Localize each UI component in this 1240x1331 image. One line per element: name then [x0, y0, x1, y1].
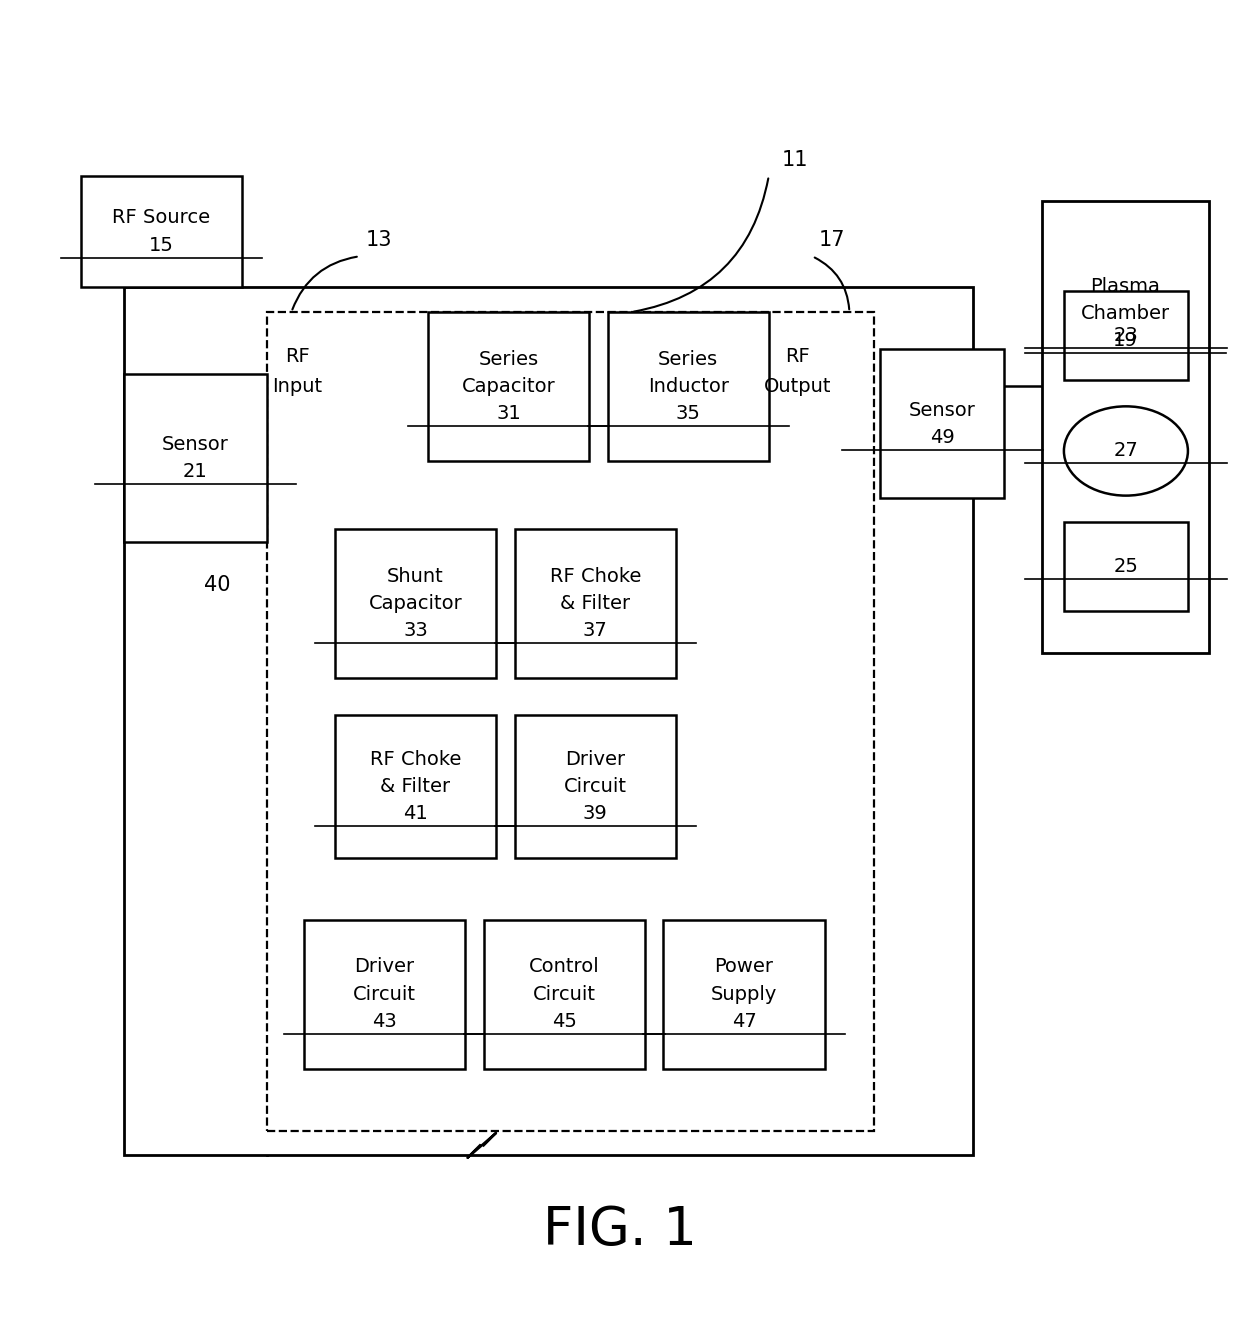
Text: 45: 45: [552, 1012, 577, 1032]
Bar: [304, 920, 465, 1069]
Text: 33: 33: [403, 622, 428, 640]
Text: 23: 23: [1114, 326, 1138, 345]
Text: FIG. 1: FIG. 1: [543, 1203, 697, 1255]
Text: 41: 41: [403, 804, 428, 823]
Text: RF Source: RF Source: [112, 209, 211, 228]
Text: Chamber: Chamber: [1081, 305, 1169, 323]
Bar: [335, 715, 496, 857]
Text: & Filter: & Filter: [560, 594, 630, 614]
Text: 31: 31: [496, 405, 521, 423]
Text: RF Choke: RF Choke: [370, 749, 461, 768]
Bar: [515, 530, 676, 677]
Bar: [124, 374, 267, 542]
Bar: [608, 311, 769, 461]
Text: Supply: Supply: [711, 985, 777, 1004]
Text: Circuit: Circuit: [564, 777, 626, 796]
Text: 21: 21: [184, 462, 207, 480]
Ellipse shape: [1064, 406, 1188, 495]
Text: Output: Output: [764, 377, 831, 397]
Text: 11: 11: [781, 149, 807, 169]
Text: 27: 27: [1114, 442, 1138, 461]
Text: 39: 39: [583, 804, 608, 823]
Text: 47: 47: [732, 1012, 756, 1032]
Text: Driver: Driver: [355, 957, 414, 977]
Bar: [1064, 522, 1188, 611]
Text: 43: 43: [372, 1012, 397, 1032]
Text: Plasma: Plasma: [1090, 277, 1161, 295]
Bar: [267, 311, 874, 1130]
Text: Shunt: Shunt: [387, 567, 444, 586]
Text: 17: 17: [818, 230, 844, 250]
Text: Inductor: Inductor: [647, 377, 729, 397]
Bar: [484, 920, 645, 1069]
Bar: [81, 176, 242, 287]
Bar: [1042, 201, 1209, 654]
Text: Series: Series: [479, 350, 538, 369]
Text: Control: Control: [528, 957, 600, 977]
Bar: [1064, 291, 1188, 381]
Text: Sensor: Sensor: [162, 435, 228, 454]
Text: RF: RF: [785, 347, 810, 366]
Text: 49: 49: [930, 427, 955, 447]
Text: Capacitor: Capacitor: [461, 377, 556, 397]
Text: 19: 19: [1114, 331, 1137, 350]
Text: Series: Series: [658, 350, 718, 369]
Text: Circuit: Circuit: [533, 985, 595, 1004]
Bar: [124, 287, 973, 1155]
Text: & Filter: & Filter: [381, 777, 450, 796]
Text: 35: 35: [676, 405, 701, 423]
Bar: [335, 530, 496, 677]
Text: 37: 37: [583, 622, 608, 640]
Text: Power: Power: [714, 957, 774, 977]
Text: RF Choke: RF Choke: [549, 567, 641, 586]
Bar: [428, 311, 589, 461]
Text: Sensor: Sensor: [909, 401, 976, 419]
Text: Circuit: Circuit: [353, 985, 415, 1004]
Text: 40: 40: [205, 575, 231, 595]
Bar: [663, 920, 825, 1069]
Text: Driver: Driver: [565, 749, 625, 768]
Text: 13: 13: [366, 230, 392, 250]
Text: 15: 15: [149, 236, 174, 254]
Bar: [515, 715, 676, 857]
Text: RF: RF: [285, 347, 310, 366]
Text: Capacitor: Capacitor: [368, 594, 463, 614]
Bar: [880, 349, 1004, 498]
Text: 25: 25: [1114, 556, 1138, 576]
Text: Input: Input: [273, 377, 322, 397]
